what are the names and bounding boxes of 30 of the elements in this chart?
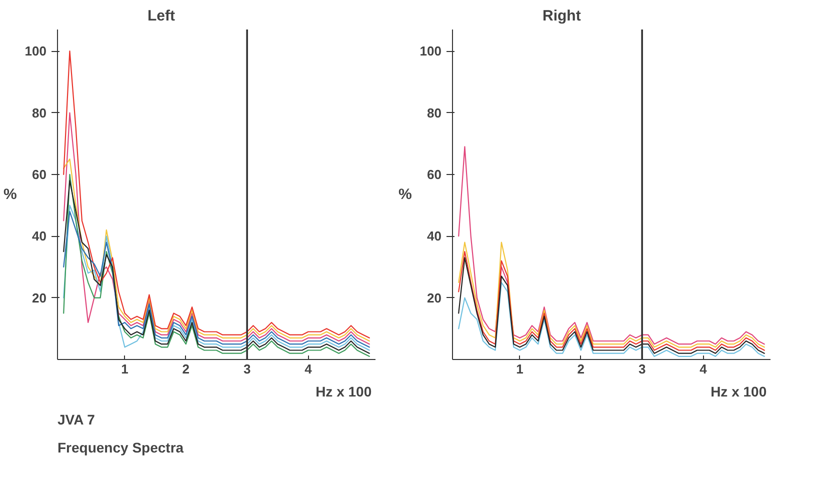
y-axis-title: % <box>398 186 412 203</box>
y-tick-label: 40 <box>32 228 47 244</box>
x-tick-label: 4 <box>700 362 708 376</box>
line-series <box>458 282 765 357</box>
x-tick-label: 1 <box>516 362 524 376</box>
x-tick-label: 4 <box>304 362 313 376</box>
y-tick-label: 80 <box>427 105 442 120</box>
y-tick-label: 60 <box>32 166 47 182</box>
x-axis-title: Hz x 100 <box>710 384 767 400</box>
line-series <box>63 50 370 338</box>
y-tick-label: 80 <box>32 105 47 120</box>
x-tick-label: 3 <box>243 362 251 376</box>
x-tick-label: 1 <box>121 362 128 376</box>
x-tick-label: 2 <box>577 362 585 376</box>
y-tick-label: 60 <box>427 166 442 182</box>
y-tick-label: 20 <box>427 290 442 306</box>
chart-title: Left <box>148 8 175 24</box>
line-series <box>63 158 370 342</box>
text: Frequency Spectra <box>58 440 184 456</box>
y-tick-label: 20 <box>32 290 47 306</box>
y-tick-label: 40 <box>427 228 442 244</box>
x-tick-label: 2 <box>182 362 190 376</box>
line-series <box>63 112 370 345</box>
y-tick-label: 100 <box>420 44 442 59</box>
x-tick-label: 3 <box>638 362 646 376</box>
text: JVA 7 <box>58 412 96 428</box>
x-axis-title: Hz x 100 <box>316 384 372 400</box>
y-tick-label: 100 <box>24 44 47 59</box>
y-axis-title: % <box>3 186 17 203</box>
chart-title: Right <box>542 8 581 24</box>
